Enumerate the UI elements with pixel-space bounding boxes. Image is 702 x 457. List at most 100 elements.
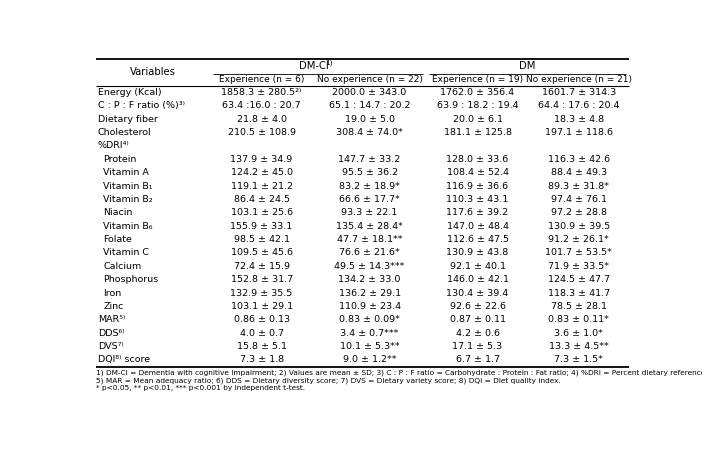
Text: 137.9 ± 34.9: 137.9 ± 34.9 — [230, 155, 293, 164]
Text: 63.4 :16.0 : 20.7: 63.4 :16.0 : 20.7 — [223, 101, 301, 110]
Text: 110.3 ± 43.1: 110.3 ± 43.1 — [446, 195, 509, 204]
Text: %DRI⁴⁾: %DRI⁴⁾ — [98, 141, 130, 150]
Text: 88.4 ± 49.3: 88.4 ± 49.3 — [551, 168, 607, 177]
Text: Vitamin A: Vitamin A — [103, 168, 149, 177]
Text: 3.6 ± 1.0*: 3.6 ± 1.0* — [555, 329, 603, 338]
Text: 2000.0 ± 343.0: 2000.0 ± 343.0 — [333, 88, 406, 97]
Text: 66.6 ± 17.7*: 66.6 ± 17.7* — [339, 195, 400, 204]
Text: 1) DM-CI = Dementia with cognitive impairment; 2) Values are mean ± SD; 3) C : P: 1) DM-CI = Dementia with cognitive impai… — [95, 370, 702, 376]
Text: 197.1 ± 118.6: 197.1 ± 118.6 — [545, 128, 613, 137]
Text: 89.3 ± 31.8*: 89.3 ± 31.8* — [548, 181, 609, 191]
Text: 135.4 ± 28.4*: 135.4 ± 28.4* — [336, 222, 403, 231]
Text: Vitamin C: Vitamin C — [103, 249, 150, 257]
Text: 17.1 ± 5.3: 17.1 ± 5.3 — [453, 342, 503, 351]
Text: Cholesterol: Cholesterol — [98, 128, 152, 137]
Text: Experience (n = 19): Experience (n = 19) — [432, 75, 523, 84]
Text: 210.5 ± 108.9: 210.5 ± 108.9 — [227, 128, 296, 137]
Text: 21.8 ± 4.0: 21.8 ± 4.0 — [237, 115, 286, 123]
Text: Variables: Variables — [130, 67, 176, 77]
Text: 4.0 ± 0.7: 4.0 ± 0.7 — [239, 329, 284, 338]
Text: 6.7 ± 1.7: 6.7 ± 1.7 — [456, 356, 500, 365]
Text: 116.9 ± 36.6: 116.9 ± 36.6 — [446, 181, 509, 191]
Text: 0.83 ± 0.11*: 0.83 ± 0.11* — [548, 315, 609, 324]
Text: Protein: Protein — [103, 155, 137, 164]
Text: 78.5 ± 28.1: 78.5 ± 28.1 — [551, 302, 607, 311]
Text: 1762.0 ± 356.4: 1762.0 ± 356.4 — [440, 88, 515, 97]
Text: 10.1 ± 5.3**: 10.1 ± 5.3** — [340, 342, 399, 351]
Text: 15.8 ± 5.1: 15.8 ± 5.1 — [237, 342, 286, 351]
Text: 0.86 ± 0.13: 0.86 ± 0.13 — [234, 315, 290, 324]
Text: 72.4 ± 15.9: 72.4 ± 15.9 — [234, 262, 290, 271]
Text: C : P : F ratio (%)³⁾: C : P : F ratio (%)³⁾ — [98, 101, 185, 110]
Text: 93.3 ± 22.1: 93.3 ± 22.1 — [341, 208, 398, 217]
Text: 119.1 ± 21.2: 119.1 ± 21.2 — [230, 181, 293, 191]
Text: 103.1 ± 25.6: 103.1 ± 25.6 — [230, 208, 293, 217]
Text: 112.6 ± 47.5: 112.6 ± 47.5 — [446, 235, 508, 244]
Text: DM: DM — [519, 61, 536, 71]
Text: Phosphorus: Phosphorus — [103, 275, 159, 284]
Text: 49.5 ± 14.3***: 49.5 ± 14.3*** — [334, 262, 405, 271]
Text: Iron: Iron — [103, 288, 121, 298]
Text: 101.7 ± 53.5*: 101.7 ± 53.5* — [545, 249, 612, 257]
Text: * p<0.05, ** p<0.01, *** p<0.001 by Independent t-test.: * p<0.05, ** p<0.01, *** p<0.001 by Inde… — [95, 385, 305, 391]
Text: 0.83 ± 0.09*: 0.83 ± 0.09* — [339, 315, 400, 324]
Text: Energy (Kcal): Energy (Kcal) — [98, 88, 161, 97]
Text: 147.0 ± 48.4: 147.0 ± 48.4 — [446, 222, 508, 231]
Text: 18.3 ± 4.8: 18.3 ± 4.8 — [554, 115, 604, 123]
Text: 116.3 ± 42.6: 116.3 ± 42.6 — [548, 155, 610, 164]
Text: Experience (n = 6): Experience (n = 6) — [219, 75, 304, 84]
Text: No experience (n = 22): No experience (n = 22) — [317, 75, 423, 84]
Text: 181.1 ± 125.8: 181.1 ± 125.8 — [444, 128, 512, 137]
Text: Folate: Folate — [103, 235, 132, 244]
Text: 134.2 ± 33.0: 134.2 ± 33.0 — [338, 275, 401, 284]
Text: 91.2 ± 26.1*: 91.2 ± 26.1* — [548, 235, 609, 244]
Text: Vitamin B₂: Vitamin B₂ — [103, 195, 153, 204]
Text: 47.7 ± 18.1**: 47.7 ± 18.1** — [337, 235, 402, 244]
Text: 92.6 ± 22.6: 92.6 ± 22.6 — [449, 302, 505, 311]
Text: Zinc: Zinc — [103, 302, 124, 311]
Text: 0.87 ± 0.11: 0.87 ± 0.11 — [449, 315, 505, 324]
Text: 92.1 ± 40.1: 92.1 ± 40.1 — [449, 262, 505, 271]
Text: 132.9 ± 35.5: 132.9 ± 35.5 — [230, 288, 293, 298]
Text: 124.2 ± 45.0: 124.2 ± 45.0 — [230, 168, 293, 177]
Text: Dietary fiber: Dietary fiber — [98, 115, 158, 123]
Text: 110.9 ± 23.4: 110.9 ± 23.4 — [338, 302, 401, 311]
Text: 19.0 ± 5.0: 19.0 ± 5.0 — [345, 115, 395, 123]
Text: 128.0 ± 33.6: 128.0 ± 33.6 — [446, 155, 509, 164]
Text: 86.4 ± 24.5: 86.4 ± 24.5 — [234, 195, 290, 204]
Text: 117.6 ± 39.2: 117.6 ± 39.2 — [446, 208, 509, 217]
Text: 63.9 : 18.2 : 19.4: 63.9 : 18.2 : 19.4 — [437, 101, 518, 110]
Text: 118.3 ± 41.7: 118.3 ± 41.7 — [548, 288, 610, 298]
Text: DVS⁷⁾: DVS⁷⁾ — [98, 342, 124, 351]
Text: 76.6 ± 21.6*: 76.6 ± 21.6* — [339, 249, 400, 257]
Text: 98.5 ± 42.1: 98.5 ± 42.1 — [234, 235, 290, 244]
Text: 308.4 ± 74.0*: 308.4 ± 74.0* — [336, 128, 403, 137]
Text: DDS⁶⁾: DDS⁶⁾ — [98, 329, 124, 338]
Text: 147.7 ± 33.2: 147.7 ± 33.2 — [338, 155, 401, 164]
Text: Calcium: Calcium — [103, 262, 142, 271]
Text: No experience (n = 21): No experience (n = 21) — [526, 75, 632, 84]
Text: MAR⁵⁾: MAR⁵⁾ — [98, 315, 125, 324]
Text: 97.2 ± 28.8: 97.2 ± 28.8 — [551, 208, 607, 217]
Text: 103.1 ± 29.1: 103.1 ± 29.1 — [230, 302, 293, 311]
Text: 130.4 ± 39.4: 130.4 ± 39.4 — [446, 288, 509, 298]
Text: 109.5 ± 45.6: 109.5 ± 45.6 — [230, 249, 293, 257]
Text: DQI⁸⁾ score: DQI⁸⁾ score — [98, 356, 150, 365]
Text: 7.3 ± 1.8: 7.3 ± 1.8 — [239, 356, 284, 365]
Text: 124.5 ± 47.7: 124.5 ± 47.7 — [548, 275, 610, 284]
Text: 146.0 ± 42.1: 146.0 ± 42.1 — [446, 275, 508, 284]
Text: 152.8 ± 31.7: 152.8 ± 31.7 — [230, 275, 293, 284]
Text: 65.1 : 14.7 : 20.2: 65.1 : 14.7 : 20.2 — [329, 101, 410, 110]
Text: Vitamin B₆: Vitamin B₆ — [103, 222, 153, 231]
Text: 20.0 ± 6.1: 20.0 ± 6.1 — [453, 115, 503, 123]
Text: Niacin: Niacin — [103, 208, 133, 217]
Text: 1): 1) — [325, 59, 332, 66]
Text: 4.2 ± 0.6: 4.2 ± 0.6 — [456, 329, 500, 338]
Text: 1601.7 ± 314.3: 1601.7 ± 314.3 — [542, 88, 616, 97]
Text: 83.2 ± 18.9*: 83.2 ± 18.9* — [339, 181, 400, 191]
Text: 1858.3 ± 280.5²⁾: 1858.3 ± 280.5²⁾ — [221, 88, 302, 97]
Text: 5) MAR = Mean adequacy ratio; 6) DDS = Dietary diversity score; 7) DVS = Dietary: 5) MAR = Mean adequacy ratio; 6) DDS = D… — [95, 377, 560, 384]
Text: 95.5 ± 36.2: 95.5 ± 36.2 — [341, 168, 397, 177]
Text: 71.9 ± 33.5*: 71.9 ± 33.5* — [548, 262, 609, 271]
Text: 130.9 ± 39.5: 130.9 ± 39.5 — [548, 222, 610, 231]
